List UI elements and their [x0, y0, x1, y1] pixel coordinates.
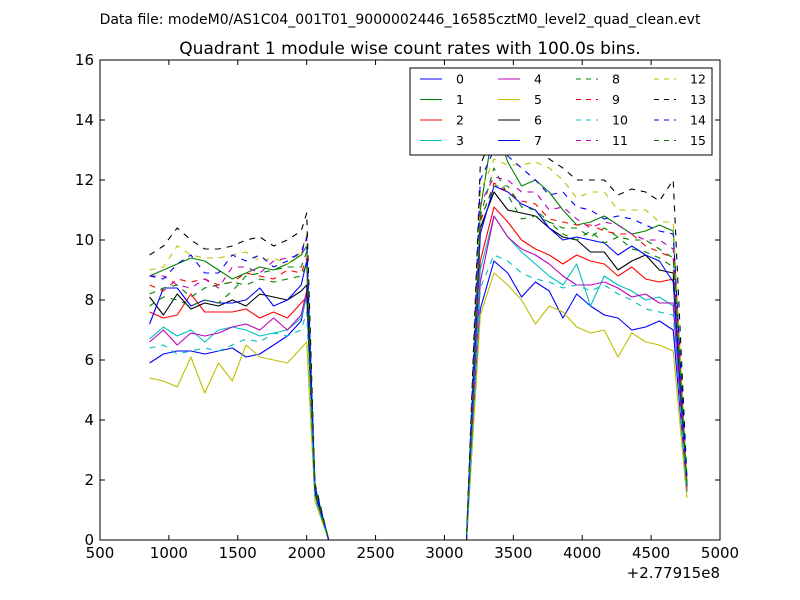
x-tick-label-4500: 4500: [632, 544, 670, 562]
x-tick-label-1000: 1000: [150, 544, 188, 562]
x-tick-label-5000: 5000: [701, 544, 739, 562]
y-tick-label-6: 6: [84, 351, 94, 369]
x-tick-label-4000: 4000: [563, 544, 601, 562]
chart-title: Quadrant 1 module wise count rates with …: [179, 39, 640, 59]
y-tick-label-4: 4: [84, 411, 94, 429]
legend-label-10: 10: [612, 113, 628, 128]
y-tick-label-14: 14: [75, 111, 94, 129]
legend-label-12: 12: [690, 72, 706, 87]
legend-label-1: 1: [456, 92, 464, 107]
y-tick-label-0: 0: [84, 531, 94, 549]
legend-label-6: 6: [534, 113, 542, 128]
series-line-12: [149, 158, 688, 541]
plot-frame: [99, 59, 721, 541]
legend-box: [409, 67, 713, 156]
x-tick-label-3500: 3500: [494, 544, 532, 562]
series-line-13: [149, 131, 688, 541]
legend-label-0: 0: [456, 72, 464, 87]
series-line-9: [149, 182, 688, 541]
y-tick-label-12: 12: [75, 171, 94, 189]
x-tick-label-1500: 1500: [219, 544, 257, 562]
legend-label-11: 11: [612, 133, 628, 148]
legend-label-7: 7: [534, 133, 542, 148]
y-tick-label-2: 2: [84, 471, 94, 489]
y-tick-label-10: 10: [75, 231, 94, 249]
legend-label-5: 5: [534, 92, 542, 107]
legend-label-13: 13: [690, 92, 706, 107]
legend-label-4: 4: [534, 72, 542, 87]
x-offset-label: +2.77915e8: [627, 564, 720, 582]
legend-label-15: 15: [690, 133, 706, 148]
legend-label-14: 14: [690, 113, 706, 128]
series-line-11: [149, 176, 688, 541]
series-line-15: [149, 185, 688, 541]
x-tick-label-3000: 3000: [425, 544, 463, 562]
legend-label-3: 3: [456, 133, 464, 148]
series-line-8: [149, 167, 688, 541]
ticks-layer: 500 1000 1500 2000 2500 3000 3500 4000 4500 5000 0…: [75, 51, 739, 562]
x-tick-label-2000: 2000: [288, 544, 326, 562]
y-tick-label-8: 8: [84, 291, 94, 309]
legend-label-2: 2: [456, 113, 464, 128]
legend-label-8: 8: [612, 72, 620, 87]
y-tick-label-16: 16: [75, 51, 94, 69]
legend-label-9: 9: [612, 92, 620, 107]
x-tick-label-500: 500: [86, 544, 115, 562]
data-file-suptitle: Data file: modeM0/AS1C04_001T01_90000024…: [100, 12, 701, 28]
x-tick-label-2500: 2500: [356, 544, 394, 562]
